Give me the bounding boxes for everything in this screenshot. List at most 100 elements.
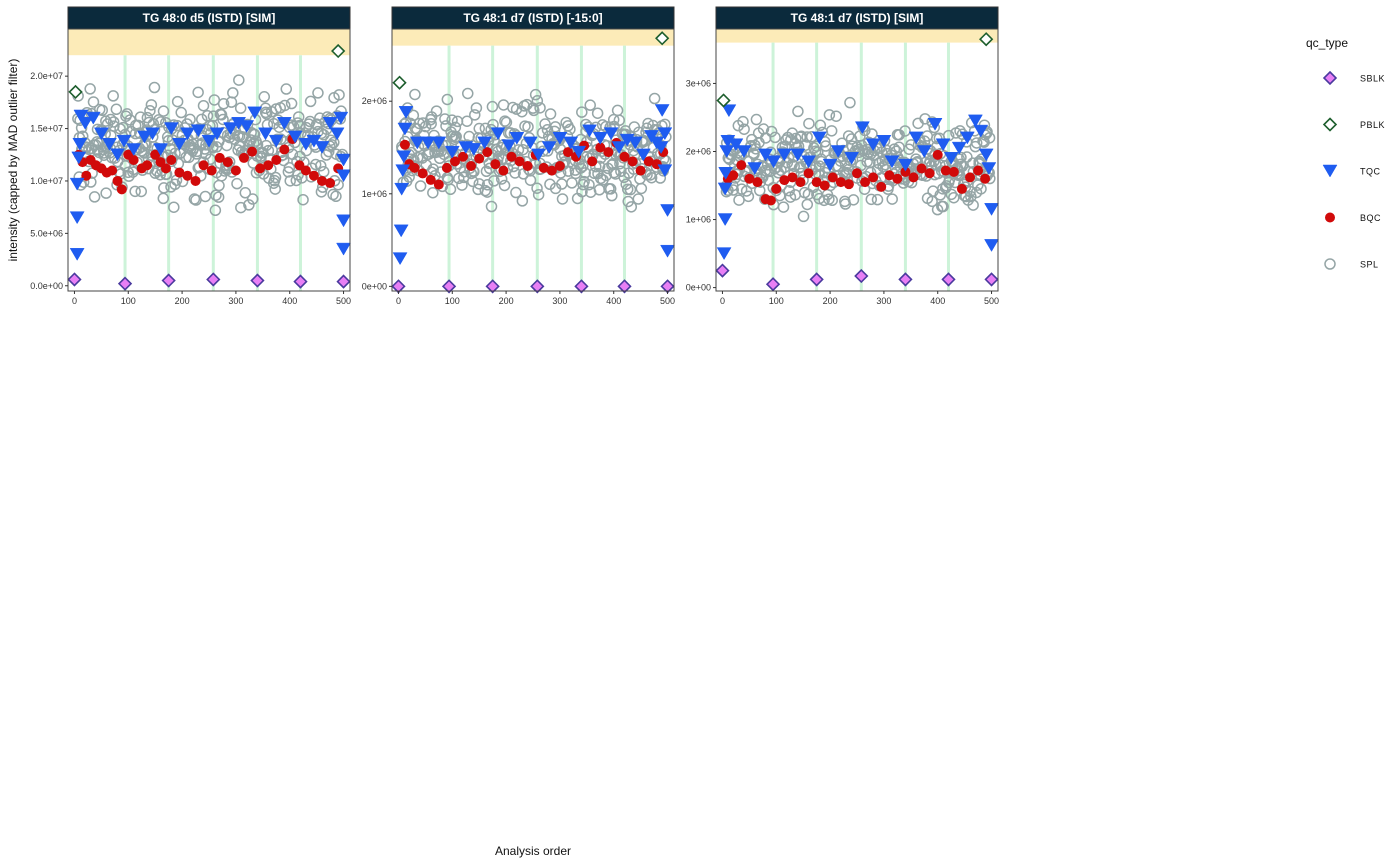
- bqc-point: [587, 156, 598, 167]
- sblk-point: [898, 272, 913, 287]
- spl-point: [312, 87, 324, 99]
- spl-point: [539, 118, 551, 130]
- tqc-point: [884, 155, 900, 169]
- pblk-point: [979, 32, 994, 47]
- spl-point: [937, 200, 949, 213]
- bqc-point: [619, 151, 630, 162]
- bqc-point: [466, 161, 477, 172]
- tqc-point: [397, 122, 413, 136]
- spl-point: [87, 96, 100, 108]
- spl-point: [304, 95, 317, 108]
- spl-point: [983, 132, 996, 144]
- x-tick-label: 400: [282, 296, 297, 306]
- tqc-point: [336, 169, 351, 183]
- tqc-point: [298, 138, 314, 151]
- sblk-points: [715, 263, 999, 292]
- pblk-point: [331, 43, 346, 59]
- tqc-point: [973, 124, 989, 138]
- tqc-point: [611, 141, 627, 154]
- spl-point: [227, 87, 239, 99]
- spl-point: [427, 163, 439, 175]
- spl-point: [107, 90, 119, 102]
- sblk-point: [574, 279, 589, 294]
- spl-point: [510, 186, 522, 199]
- tqc-point: [660, 204, 675, 217]
- bqc-point: [174, 167, 185, 178]
- spl-point: [529, 88, 542, 101]
- spl-point: [446, 114, 458, 126]
- tqc-point: [653, 141, 669, 154]
- tqc-points: [716, 104, 999, 261]
- spl-point: [591, 107, 604, 119]
- spl-point: [325, 134, 337, 146]
- spl-point: [269, 171, 282, 184]
- spl-point: [635, 182, 648, 195]
- spl-point: [330, 190, 342, 203]
- spl-point: [104, 113, 117, 126]
- spl-point: [132, 119, 144, 132]
- sblk-points: [67, 272, 351, 291]
- tqc-point: [717, 182, 733, 196]
- spl-point: [258, 91, 271, 103]
- bqc-point: [214, 152, 225, 163]
- legend-label: PBLK: [1360, 120, 1385, 130]
- spl-point: [614, 157, 626, 170]
- tqc-point: [981, 162, 997, 176]
- tqc-point: [333, 111, 349, 125]
- spl-point: [141, 111, 154, 124]
- bqc-point: [562, 147, 573, 158]
- spl-point: [315, 186, 328, 198]
- spl-point: [645, 171, 658, 184]
- tqc-point: [657, 127, 673, 141]
- tqc-point: [865, 138, 881, 152]
- bqc-point: [595, 142, 606, 153]
- tqc-point: [329, 127, 345, 141]
- spl-point: [823, 109, 836, 121]
- y-tick-label: 5.0e+06: [30, 228, 63, 238]
- panel-border: [67, 28, 351, 292]
- tqc-point: [592, 131, 608, 145]
- tqc-point: [477, 136, 493, 150]
- bqc-point: [635, 165, 646, 176]
- spl-point: [278, 99, 291, 112]
- y-axis-title: intensity (capped by MAD outlier filter): [6, 59, 20, 262]
- tqc-point: [916, 145, 932, 158]
- spl-point: [488, 175, 500, 187]
- spl-point: [801, 131, 813, 143]
- spl-point: [549, 121, 562, 133]
- bqc-point: [206, 165, 217, 176]
- spl-point: [283, 162, 296, 174]
- sblk-point: [250, 273, 265, 288]
- spl-point: [162, 135, 175, 147]
- spl-point: [604, 183, 617, 195]
- tqc-point: [209, 127, 225, 141]
- tqc-point: [522, 136, 538, 150]
- tqc-point: [509, 131, 525, 145]
- bqc-point: [247, 146, 258, 157]
- tqc-point: [247, 106, 263, 120]
- spl-point: [98, 149, 110, 161]
- y-tick-label: 2e+06: [362, 96, 387, 106]
- bqc-point: [965, 172, 976, 183]
- tqc-point: [306, 134, 322, 148]
- x-tick-label: 0: [72, 296, 77, 306]
- tqc-point: [153, 143, 169, 157]
- tqc-point: [654, 104, 670, 117]
- tqc-point: [951, 141, 967, 155]
- bqc-point: [325, 178, 336, 189]
- tqc-point: [728, 138, 744, 152]
- outlier-band: [392, 29, 674, 46]
- tqc-point: [145, 127, 160, 141]
- spl-point: [121, 108, 133, 120]
- tqc-point: [71, 151, 87, 165]
- spl-point: [246, 193, 259, 205]
- bqc-point: [779, 175, 790, 186]
- x-tick-label: 200: [823, 296, 838, 306]
- tqc-point: [747, 162, 763, 176]
- tqc-point: [530, 148, 546, 162]
- spl-point: [317, 129, 330, 141]
- tqc-point: [736, 145, 752, 158]
- tqc-points: [392, 104, 675, 266]
- spl-point: [486, 100, 499, 113]
- bqc-points: [73, 134, 344, 195]
